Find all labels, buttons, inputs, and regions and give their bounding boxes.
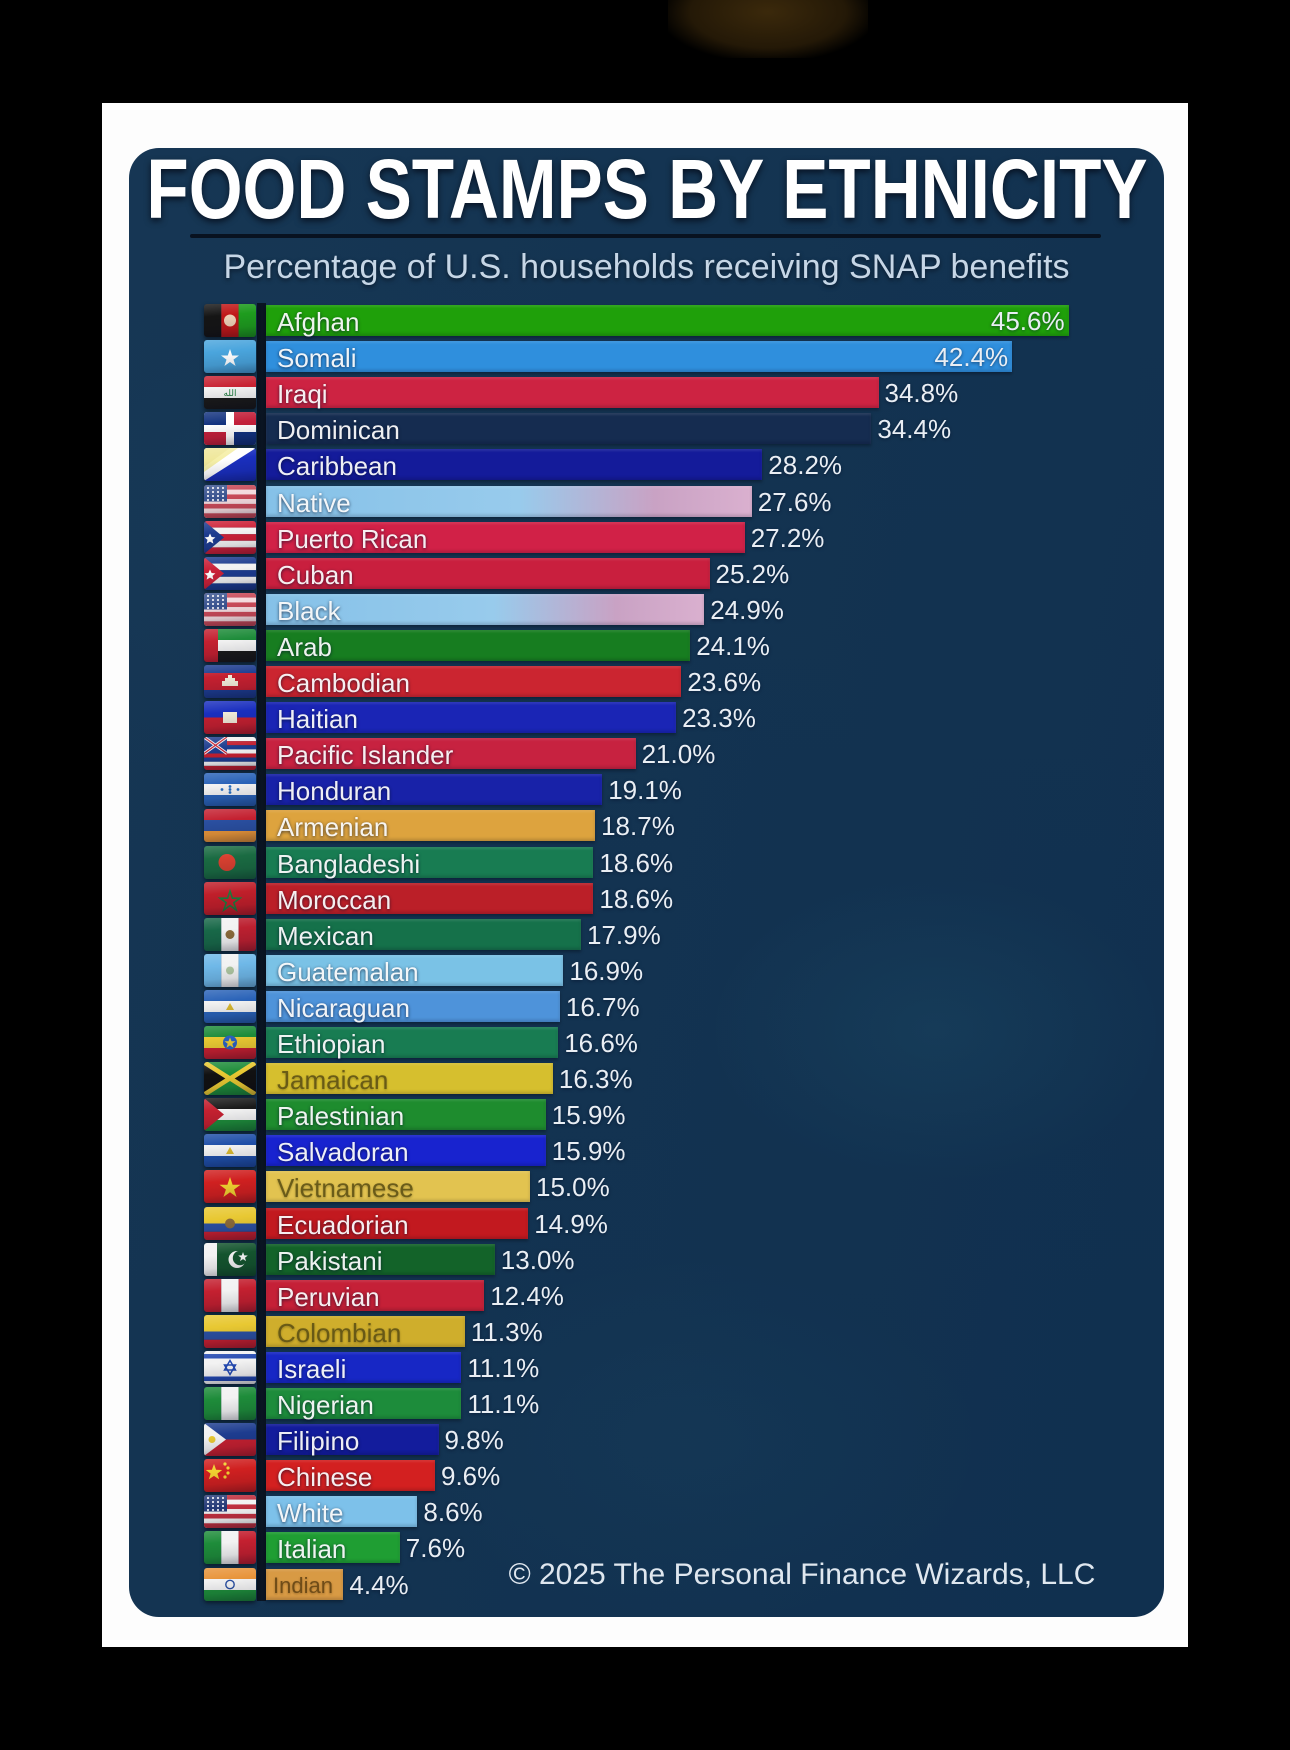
svg-text:الله: الله bbox=[223, 388, 236, 398]
